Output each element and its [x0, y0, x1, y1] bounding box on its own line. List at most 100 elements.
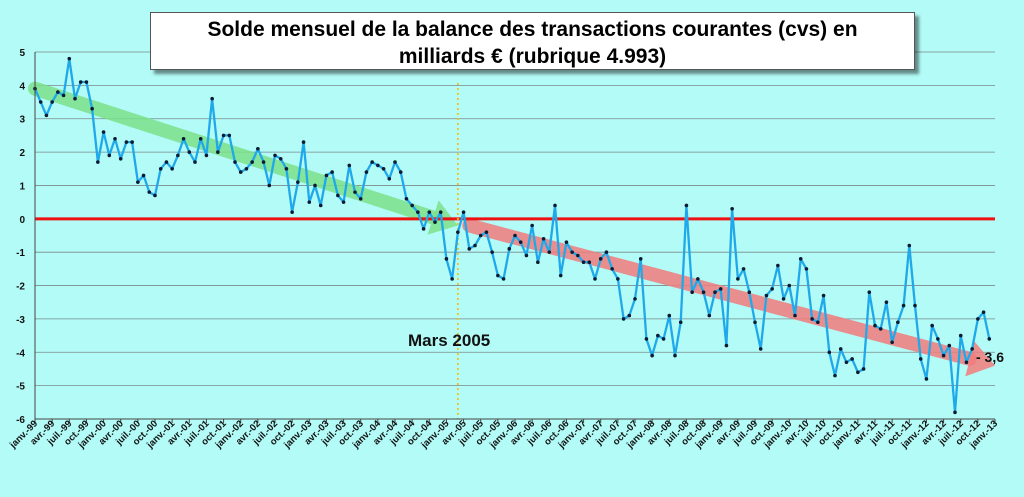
data-point: [387, 176, 392, 181]
data-point: [976, 317, 980, 321]
data-point: [764, 293, 769, 298]
data-point: [290, 210, 294, 214]
data-point: [153, 193, 157, 198]
data-point: [541, 237, 546, 241]
data-point: [684, 203, 689, 208]
data-point: [718, 287, 723, 291]
data-point: [753, 320, 757, 325]
data-point: [507, 247, 512, 251]
data-point: [118, 156, 123, 161]
data-point: [324, 173, 329, 178]
data-point: [758, 347, 763, 351]
data-point: [467, 247, 472, 251]
data-point: [78, 80, 83, 84]
data-point: [438, 210, 443, 214]
data-point: [598, 257, 603, 261]
data-point: [604, 250, 609, 254]
data-point: [833, 373, 837, 378]
data-point: [141, 173, 146, 178]
data-point: [198, 136, 203, 141]
data-point: [741, 267, 746, 271]
y-tick-label: -4: [16, 348, 25, 359]
data-point: [593, 277, 597, 281]
data-point: [90, 106, 94, 111]
data-point: [936, 337, 940, 341]
data-point: [576, 253, 580, 258]
data-point: [970, 347, 974, 351]
series-line: [33, 57, 991, 414]
data-point: [130, 140, 134, 144]
data-point: [724, 343, 729, 348]
data-point: [856, 370, 860, 375]
y-tick-label: 0: [19, 215, 25, 226]
data-point: [221, 133, 226, 138]
data-point: [964, 360, 969, 365]
annotation-mars-2005: Mars 2005: [408, 331, 490, 350]
gridlines: [35, 51, 995, 420]
data-point: [216, 150, 220, 154]
data-point: [890, 340, 894, 345]
data-point: [867, 290, 872, 295]
data-point: [661, 337, 666, 341]
data-point: [981, 310, 986, 315]
data-point: [747, 290, 752, 295]
data-point: [261, 160, 266, 164]
data-point: [850, 357, 854, 361]
y-tick-label: -3: [16, 315, 25, 326]
data-point: [158, 166, 163, 171]
data-point: [816, 320, 820, 325]
data-point: [284, 166, 289, 171]
data-point: [610, 267, 614, 271]
data-point: [564, 240, 569, 244]
data-point: [364, 170, 369, 174]
data-point: [204, 153, 209, 158]
annotation-last-value: - 3,6: [976, 349, 1004, 365]
data-point: [616, 277, 620, 281]
data-point: [490, 250, 494, 254]
data-point: [798, 257, 803, 261]
data-point: [496, 273, 500, 278]
data-point: [707, 313, 712, 318]
data-point: [307, 200, 312, 204]
data-point: [633, 297, 637, 301]
data-point: [987, 337, 992, 341]
data-point: [353, 190, 357, 194]
data-point: [113, 136, 117, 141]
data-point: [101, 130, 106, 134]
data-point: [953, 410, 957, 415]
data-point: [781, 297, 786, 301]
data-point: [84, 80, 89, 84]
data-point: [278, 156, 283, 161]
data-point: [67, 56, 72, 61]
data-point: [404, 197, 409, 201]
data-point: [164, 160, 169, 164]
series-path: [33, 57, 991, 414]
data-point: [570, 250, 574, 254]
data-point: [901, 303, 906, 308]
data-point: [924, 377, 929, 381]
data-point: [513, 233, 517, 238]
data-point: [673, 353, 677, 358]
data-point: [530, 223, 534, 228]
data-point: [256, 146, 260, 151]
data-point: [696, 277, 700, 281]
data-point: [930, 323, 934, 328]
data-point: [627, 313, 632, 318]
data-point: [238, 170, 243, 174]
data-point: [827, 350, 832, 355]
data-point: [376, 163, 380, 168]
data-point: [581, 260, 586, 264]
data-point: [776, 263, 780, 268]
data-point: [347, 163, 352, 168]
data-point: [170, 166, 174, 171]
data-point: [501, 277, 506, 281]
data-point: [730, 207, 734, 211]
data-point: [861, 367, 866, 371]
data-point: [370, 160, 374, 164]
data-point: [536, 260, 540, 264]
data-point: [56, 90, 60, 94]
data-point: [810, 317, 814, 321]
data-point: [947, 343, 952, 348]
